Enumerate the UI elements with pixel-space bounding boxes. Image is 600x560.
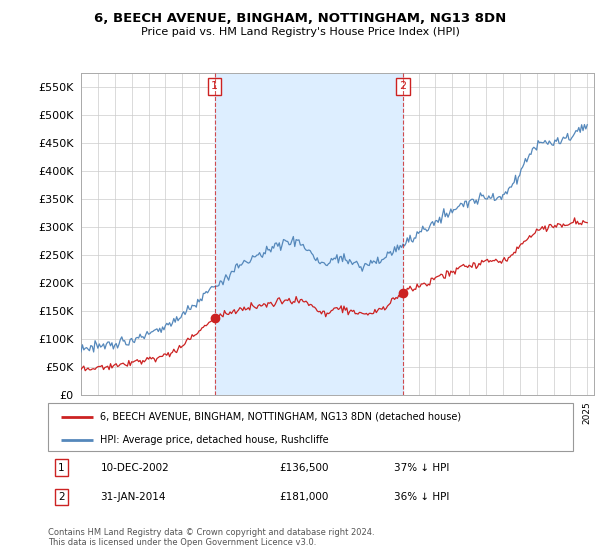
Text: £136,500: £136,500 xyxy=(279,463,329,473)
Text: Price paid vs. HM Land Registry's House Price Index (HPI): Price paid vs. HM Land Registry's House … xyxy=(140,27,460,37)
Text: 1: 1 xyxy=(211,81,218,91)
Text: HPI: Average price, detached house, Rushcliffe: HPI: Average price, detached house, Rush… xyxy=(101,435,329,445)
Text: 31-JAN-2014: 31-JAN-2014 xyxy=(101,492,166,502)
Text: 6, BEECH AVENUE, BINGHAM, NOTTINGHAM, NG13 8DN: 6, BEECH AVENUE, BINGHAM, NOTTINGHAM, NG… xyxy=(94,12,506,25)
FancyBboxPatch shape xyxy=(48,403,573,451)
Text: 36% ↓ HPI: 36% ↓ HPI xyxy=(395,492,450,502)
Text: 10-DEC-2002: 10-DEC-2002 xyxy=(101,463,169,473)
Text: 1: 1 xyxy=(58,463,64,473)
Text: 6, BEECH AVENUE, BINGHAM, NOTTINGHAM, NG13 8DN (detached house): 6, BEECH AVENUE, BINGHAM, NOTTINGHAM, NG… xyxy=(101,412,461,422)
Text: 37% ↓ HPI: 37% ↓ HPI xyxy=(395,463,450,473)
Text: £181,000: £181,000 xyxy=(279,492,328,502)
Bar xyxy=(215,73,403,395)
Text: Contains HM Land Registry data © Crown copyright and database right 2024.
This d: Contains HM Land Registry data © Crown c… xyxy=(48,528,374,547)
Text: 2: 2 xyxy=(400,81,407,91)
Text: 2: 2 xyxy=(58,492,64,502)
